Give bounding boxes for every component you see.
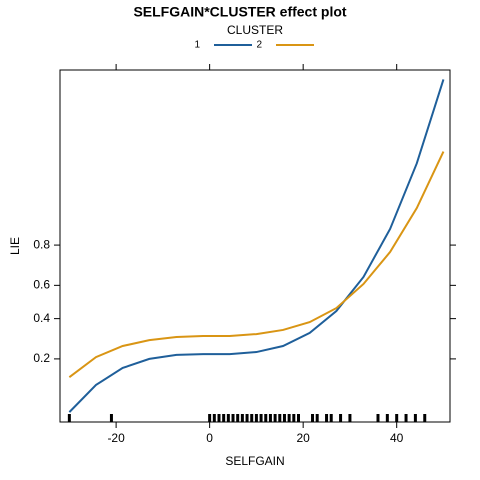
x-tick-label: -20 [107, 431, 125, 445]
x-tick-label: 40 [390, 431, 404, 445]
y-tick-label: 0.2 [33, 351, 50, 365]
legend-label: 2 [256, 40, 262, 51]
y-tick-label: 0.8 [33, 237, 50, 251]
y-tick-label: 0.4 [33, 311, 50, 325]
legend-label: 1 [194, 40, 200, 51]
y-axis-label: LIE [8, 237, 22, 255]
chart-title: SELFGAIN*CLUSTER effect plot [133, 4, 346, 20]
y-tick-label: 0.6 [33, 278, 50, 292]
x-tick-label: 0 [206, 431, 213, 445]
series-line [68, 79, 445, 413]
plot-frame [59, 69, 451, 423]
x-axis-label: SELFGAIN [225, 454, 284, 468]
x-tick-label: 20 [296, 431, 310, 445]
series-line [68, 151, 445, 378]
legend-title: CLUSTER [227, 23, 283, 37]
